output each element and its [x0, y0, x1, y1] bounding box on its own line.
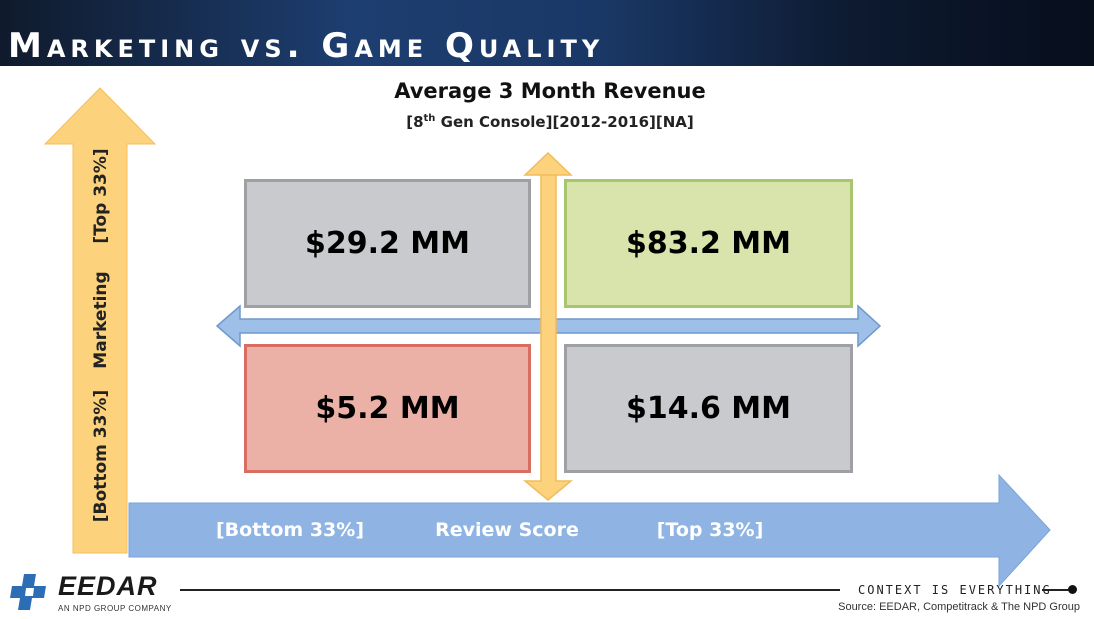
quadrant-top-right-value: $83.2 MM: [625, 226, 792, 261]
y-axis-title: Marketing: [91, 271, 111, 369]
quadrant-top-left: $29.2 MM: [244, 179, 531, 308]
review-score-axis-arrow: [128, 473, 1051, 588]
subtitle-post: Gen Console][2012-2016][NA]: [435, 113, 694, 131]
quadrant-bottom-right-value: $14.6 MM: [625, 391, 792, 426]
y-axis-top-label: [Top 33%]: [91, 148, 111, 244]
eedar-logo-subtitle: AN NPD GROUP COMPANY: [58, 604, 172, 613]
slide-header: Marketing vs. Game Quality: [0, 0, 1094, 66]
subtitle-pre: [8: [406, 113, 424, 131]
x-axis-right-label: [Top 33%]: [656, 519, 764, 541]
footer-divider-end: [1042, 589, 1072, 591]
marketing-axis-arrow: [43, 87, 157, 554]
quadrant-top-right: $83.2 MM: [564, 179, 853, 308]
source-note: Source: EEDAR, Competitrack & The NPD Gr…: [838, 601, 1080, 613]
quadrant-bottom-right: $14.6 MM: [564, 344, 853, 473]
quadrant-bottom-left: $5.2 MM: [244, 344, 531, 473]
vertical-cross-arrow: [522, 151, 574, 501]
quadrant-top-left-value: $29.2 MM: [304, 226, 471, 261]
x-axis-title: Review Score: [435, 519, 579, 541]
y-axis-bottom-label: [Bottom 33%]: [91, 389, 111, 523]
footer-tagline: CONTEXT IS EVERYTHING: [858, 583, 1052, 597]
chart-title: Average 3 Month Revenue: [394, 79, 706, 103]
eedar-logo-text: EEDAR: [58, 571, 158, 601]
footer-divider: [180, 589, 840, 591]
footer-dot: [1068, 585, 1077, 594]
eedar-logo-icon: [10, 574, 46, 610]
x-axis-left-label: [Bottom 33%]: [215, 519, 365, 541]
subtitle-sup: th: [423, 113, 436, 124]
slide-title: Marketing vs. Game Quality: [8, 26, 605, 66]
chart-subtitle: [8th Gen Console][2012-2016][NA]: [300, 113, 800, 131]
quadrant-bottom-left-value: $5.2 MM: [315, 391, 460, 426]
